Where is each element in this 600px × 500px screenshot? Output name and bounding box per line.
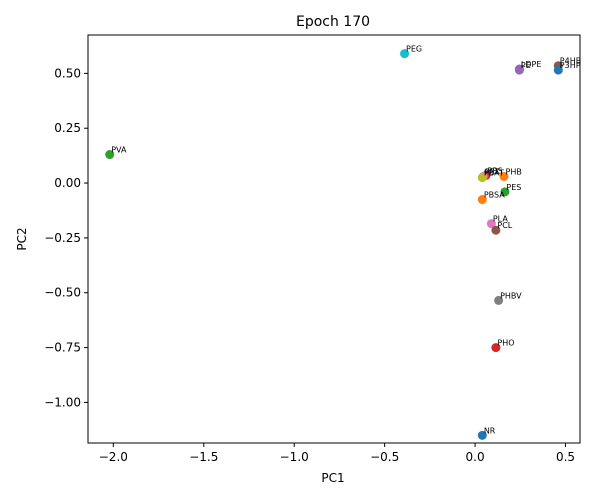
- point-label: PEG: [406, 45, 422, 54]
- point-label: LDPE: [521, 60, 542, 69]
- data-point: [477, 195, 487, 205]
- chart-title: Epoch 170: [296, 14, 370, 30]
- data-point: [477, 430, 487, 440]
- point-label: PLA: [493, 215, 508, 224]
- x-tick-label: −0.5: [370, 450, 399, 464]
- x-axis-ticks: −2.0 −1.5 −1.0 −0.5 0.0 0.5: [99, 443, 575, 464]
- point-label: PCL: [497, 221, 512, 230]
- data-point: [491, 225, 501, 235]
- data-point: [400, 49, 410, 59]
- points-layer: [105, 49, 563, 440]
- point-label: PBS: [487, 166, 502, 175]
- data-point: [499, 171, 509, 181]
- data-point: [477, 173, 487, 183]
- x-tick-label: −2.0: [99, 450, 128, 464]
- y-tick-label: 0.00: [54, 176, 81, 190]
- point-label: PHO: [497, 339, 514, 348]
- y-tick-label: −0.25: [44, 231, 81, 245]
- data-point: [553, 65, 563, 75]
- point-label: PES: [506, 183, 521, 192]
- point-label: P3HP: [560, 61, 581, 70]
- point-label: PET: [485, 167, 500, 176]
- point-label: PBSA: [484, 191, 505, 200]
- y-axis-label: PC2: [15, 227, 29, 250]
- data-point: [491, 343, 501, 353]
- point-label: NR: [484, 426, 496, 435]
- y-tick-label: −0.75: [44, 341, 81, 355]
- y-tick-label: −1.00: [44, 395, 81, 409]
- x-axis-label: PC1: [321, 471, 344, 485]
- y-tick-label: −0.50: [44, 286, 81, 300]
- point-label: PHBV: [500, 291, 522, 300]
- plot-frame: [87, 34, 581, 444]
- y-axis-ticks: 0.50 0.25 0.00 −0.25 −0.50 −0.75 −1.00: [44, 66, 88, 409]
- point-label: PVA: [111, 146, 127, 155]
- point-label: PHB: [506, 167, 522, 176]
- point-label: PBAT: [484, 169, 504, 178]
- data-point: [494, 295, 504, 305]
- data-point: [514, 64, 524, 74]
- y-tick-label: 0.50: [54, 66, 81, 80]
- data-point: [486, 219, 496, 229]
- data-point: [500, 187, 510, 197]
- x-tick-label: 0.5: [556, 450, 575, 464]
- point-label: PE: [521, 61, 531, 70]
- x-tick-label: −1.0: [280, 450, 309, 464]
- data-point: [105, 150, 115, 160]
- x-tick-label: 0.0: [466, 450, 485, 464]
- point-label: P4HB: [560, 57, 581, 66]
- y-tick-label: 0.25: [54, 121, 81, 135]
- x-tick-label: −1.5: [189, 450, 218, 464]
